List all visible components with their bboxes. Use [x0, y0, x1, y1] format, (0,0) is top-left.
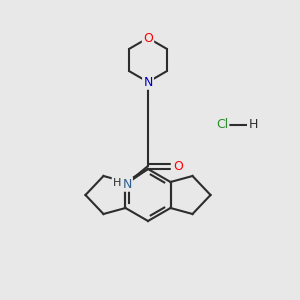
Text: O: O — [143, 32, 153, 44]
Text: O: O — [173, 160, 183, 172]
Text: H: H — [248, 118, 258, 131]
Text: N: N — [143, 76, 153, 88]
Text: H: H — [113, 178, 121, 188]
Text: Cl: Cl — [216, 118, 228, 131]
Text: N: N — [122, 178, 132, 190]
